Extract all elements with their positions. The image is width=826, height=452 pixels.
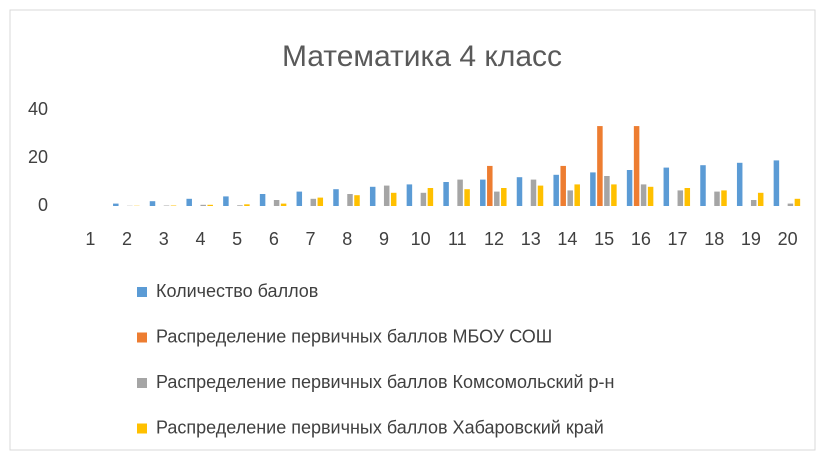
bar <box>420 192 427 206</box>
bar <box>464 189 470 206</box>
x-tick-label: 11 <box>448 229 467 249</box>
bar <box>663 167 670 206</box>
bar <box>200 204 206 206</box>
x-tick-label: 4 <box>195 229 205 249</box>
bar <box>700 165 706 206</box>
bar <box>244 204 250 206</box>
chart-frame <box>9 9 816 451</box>
bar <box>611 184 617 206</box>
bar <box>223 196 229 206</box>
chart-title: Математика 4 класс <box>282 40 562 73</box>
bar <box>480 179 486 206</box>
x-tick-label: 5 <box>232 229 242 249</box>
bar <box>721 190 727 206</box>
bar <box>750 200 757 206</box>
bar <box>383 185 390 206</box>
bar <box>487 165 493 206</box>
bar <box>626 170 633 206</box>
x-tick-label: 12 <box>484 229 504 249</box>
bar <box>273 200 280 206</box>
legend-swatch <box>137 378 147 388</box>
bar <box>647 186 654 206</box>
legend-label: Распределение первичных баллов Хабаровск… <box>156 417 604 437</box>
bar <box>537 185 544 206</box>
bar <box>494 191 500 206</box>
bar <box>259 194 266 206</box>
bar <box>501 188 507 206</box>
x-tick-label: 8 <box>342 229 352 249</box>
bar <box>186 198 192 206</box>
y-tick-label: 40 <box>28 99 48 119</box>
bar <box>590 172 596 206</box>
bar <box>787 203 794 206</box>
bar <box>457 179 463 206</box>
x-tick-label: 16 <box>631 229 651 249</box>
x-tick-label: 6 <box>269 229 279 249</box>
bar <box>553 174 559 206</box>
x-tick-label: 3 <box>159 229 169 249</box>
bar <box>757 192 764 206</box>
bar <box>317 197 324 206</box>
bar <box>530 179 537 206</box>
bar <box>390 192 397 206</box>
bar <box>406 184 413 206</box>
bar <box>296 191 303 206</box>
bar <box>347 194 353 206</box>
x-tick-label: 14 <box>557 229 577 249</box>
bar <box>604 176 610 206</box>
legend-label: Распределение первичных баллов МБОУ СОШ <box>156 326 552 346</box>
x-tick-label: 20 <box>778 229 798 249</box>
y-tick-label: 20 <box>28 147 48 167</box>
bar <box>633 126 640 206</box>
x-tick-label: 10 <box>411 229 431 249</box>
bar <box>207 204 213 206</box>
x-tick-label: 7 <box>306 229 316 249</box>
x-tick-label: 18 <box>704 229 724 249</box>
bar <box>280 203 287 206</box>
bar <box>794 198 801 206</box>
legend-label: Количество баллов <box>156 281 318 301</box>
bar <box>677 190 684 206</box>
legend-swatch <box>137 423 147 434</box>
bar <box>773 160 780 206</box>
bar <box>736 162 743 206</box>
legend-swatch <box>137 332 147 343</box>
bar <box>567 190 573 206</box>
bar <box>597 126 603 206</box>
bar <box>354 195 360 206</box>
bar <box>714 191 720 206</box>
x-tick-label: 9 <box>379 229 389 249</box>
bar <box>443 182 449 206</box>
x-tick-label: 2 <box>122 229 132 249</box>
bar <box>684 188 691 206</box>
bar <box>516 177 523 206</box>
x-tick-label: 15 <box>594 229 614 249</box>
legend-swatch <box>137 287 147 297</box>
x-tick-label: 1 <box>85 229 95 249</box>
x-tick-label: 17 <box>668 229 688 249</box>
bar <box>369 186 376 206</box>
x-tick-label: 13 <box>521 229 541 249</box>
bar <box>333 189 339 206</box>
bar <box>113 203 119 206</box>
bar <box>237 205 243 206</box>
legend-label: Распределение первичных баллов Комсомоль… <box>156 372 614 392</box>
bar <box>310 198 317 206</box>
y-tick-label: 0 <box>38 195 48 215</box>
x-tick-label: 19 <box>741 229 761 249</box>
bar <box>574 184 580 206</box>
bar <box>149 201 156 206</box>
bar <box>427 188 434 206</box>
bar <box>560 165 566 206</box>
bar <box>640 184 647 206</box>
